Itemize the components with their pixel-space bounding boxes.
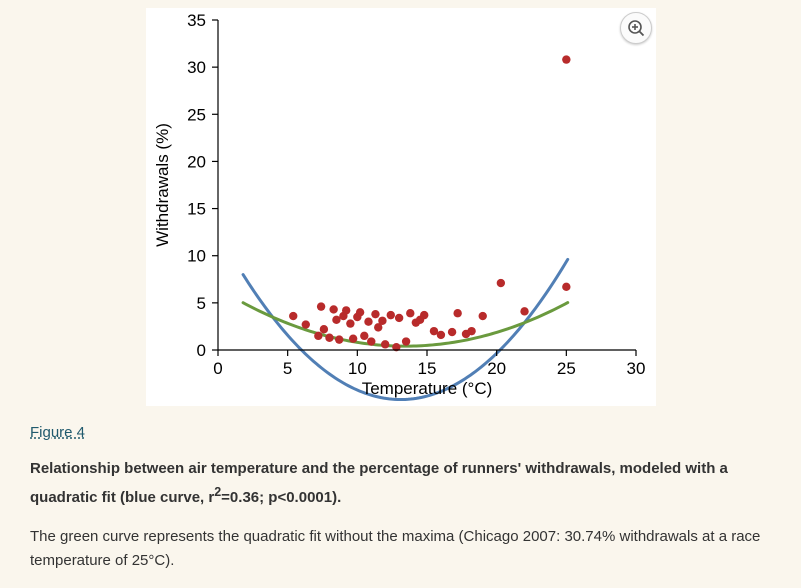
- data-point: [355, 308, 363, 316]
- data-point: [316, 302, 324, 310]
- y-tick-label: 10: [187, 247, 206, 266]
- data-point: [562, 55, 570, 63]
- data-point: [520, 307, 528, 315]
- x-tick-label: 30: [626, 359, 645, 378]
- y-tick-label: 30: [187, 58, 206, 77]
- x-axis-label: Temperature (°C): [361, 379, 492, 398]
- data-point: [420, 311, 428, 319]
- data-point: [329, 305, 337, 313]
- data-point: [478, 312, 486, 320]
- data-point: [360, 332, 368, 340]
- data-point: [467, 327, 475, 335]
- data-point: [562, 283, 570, 291]
- data-point: [401, 337, 409, 345]
- data-point: [447, 328, 455, 336]
- y-tick-label: 20: [187, 152, 206, 171]
- data-point: [341, 306, 349, 314]
- chart-container: 0 5 10 15 20 25 30 0 5 10 15 20 25 30 35 Temperature (°…: [146, 8, 656, 406]
- data-point: [367, 337, 375, 345]
- x-tick-label: 25: [556, 359, 575, 378]
- data-point: [378, 317, 386, 325]
- x-tick-label: 5: [282, 359, 291, 378]
- y-tick-label: 25: [187, 105, 206, 124]
- data-point: [386, 311, 394, 319]
- withdrawals-chart: 0 5 10 15 20 25 30 0 5 10 15 20 25 30 35 Temperature (°…: [146, 8, 656, 406]
- y-tick-label: 35: [187, 11, 206, 30]
- caption-title-post: =0.36; p<0.0001).: [221, 489, 341, 506]
- caption-title: Relationship between air temperature and…: [30, 457, 771, 511]
- data-point: [381, 340, 389, 348]
- data-point: [314, 332, 322, 340]
- data-point: [406, 309, 414, 317]
- data-point: [436, 331, 444, 339]
- y-tick-label: 15: [187, 200, 206, 219]
- x-tick-label: 0: [213, 359, 222, 378]
- data-point: [496, 279, 504, 287]
- plus-magnify-icon: [627, 19, 645, 37]
- data-point: [371, 310, 379, 318]
- data-point: [394, 314, 402, 322]
- data-point: [364, 318, 372, 326]
- x-tick-label: 10: [347, 359, 366, 378]
- y-tick-label: 5: [196, 294, 205, 313]
- data-point: [325, 334, 333, 342]
- x-tick-label: 15: [417, 359, 436, 378]
- data-point: [335, 335, 343, 343]
- caption-body: The green curve represents the quadratic…: [30, 525, 771, 575]
- caption-title-pre: Relationship between air temperature and…: [30, 460, 728, 506]
- y-tick-label: 0: [196, 341, 205, 360]
- data-point: [346, 319, 354, 327]
- data-point: [319, 325, 327, 333]
- data-point: [301, 320, 309, 328]
- figure-link[interactable]: Figure 4: [30, 424, 85, 441]
- zoom-button[interactable]: [620, 12, 652, 44]
- x-tick-label: 20: [487, 359, 506, 378]
- data-point: [453, 309, 461, 317]
- data-point: [348, 334, 356, 342]
- data-point: [289, 312, 297, 320]
- y-axis-label: Withdrawals (%): [153, 123, 172, 247]
